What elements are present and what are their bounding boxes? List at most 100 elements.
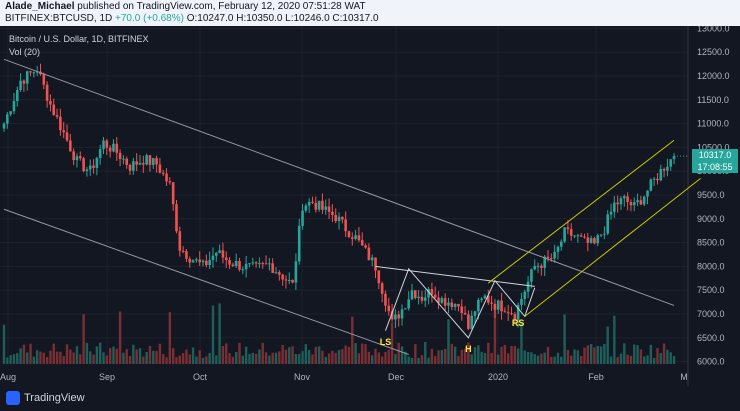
volume-bar [165,357,168,364]
candle-body [530,269,533,282]
candle-body [75,156,79,161]
y-tick-label: 13000.0 [697,26,730,33]
publish-line: Alade_Michael published on TradingView.c… [5,1,366,12]
tradingview-brand[interactable]: TradingView [6,391,85,405]
candle-body [566,227,570,230]
volume-bar [420,355,424,364]
volume-bar [188,354,191,364]
volume-bar [178,355,182,364]
volume-bar [218,303,221,364]
volume-bar [155,350,158,364]
volume-bar [606,326,609,364]
volume-bar [317,346,321,364]
volume-bar [672,356,676,364]
volume-bar [195,356,198,364]
volume-bar [503,344,507,364]
volume-bar [6,357,9,364]
candle-body [284,279,288,281]
volume-bar [437,350,440,364]
volume-bar [92,354,95,364]
volume-bar [251,352,254,364]
volume-bar [404,351,407,364]
candle-body [297,225,301,262]
candle-body [490,302,493,304]
candle-body [248,263,251,265]
volume-bar [553,356,556,364]
candle-body [417,296,420,298]
volume-bar [181,353,185,364]
volume-bar [470,354,473,364]
candle-body [274,272,278,274]
candle-body [453,303,457,307]
volume-bar [646,355,649,364]
candle-body [364,245,367,248]
candle-body [191,260,195,263]
candle-body [55,114,59,117]
volume-bar [407,356,410,364]
candle-body [105,140,109,148]
candle-body [473,311,477,316]
volume-bar [649,344,653,364]
candle-body [387,305,391,312]
candle-body [546,256,550,259]
volume-bar [506,353,510,364]
candle-body [151,158,155,165]
volume-bar [274,352,278,364]
candle-body [88,165,92,170]
x-tick-label: M [680,372,688,382]
volume-bar [370,355,374,364]
volume-bar [271,352,274,364]
candle-body [314,202,318,210]
candle-body [218,250,221,253]
volume-bar [460,349,463,364]
x-tick-label: Sep [99,372,115,382]
volume-bar [424,342,427,364]
candle-body [500,300,503,312]
candle-body [158,164,162,173]
candle-body [108,147,112,152]
candle-body [142,162,145,165]
candle-body [662,169,666,171]
published-text: published on TradingView.com, February 1… [77,1,366,12]
volume-bar [430,348,434,364]
candle-body [510,313,513,315]
candle-body [287,279,291,281]
candle-body [231,264,235,267]
candle-body [201,260,205,263]
candle-body [447,302,450,306]
candle-body [377,270,381,284]
chart-area[interactable]: 13000.0 12500.0 12000.0 11500.0 11000.0 10500… [0,23,740,386]
price-chart[interactable]: 13000.0 12500.0 12000.0 11500.0 11000.0 10500… [0,23,740,386]
candle-body [122,158,125,160]
candle-body [493,303,497,310]
candle-body [354,235,357,239]
candle-body [523,291,527,299]
volume-bar [347,346,351,364]
candle-body [2,123,6,129]
candle-body [251,262,255,264]
volume-bar [208,353,211,364]
volume-bar [228,353,231,364]
volume-bar [221,345,225,364]
volume-bar [132,344,135,364]
legend-title: Bitcoin / U.S. Dollar, 1D, BITFINEX [9,34,149,44]
volume-bar [467,342,470,364]
volume-bar [268,355,271,364]
author-name[interactable]: Alade_Michael [5,1,75,12]
volume-bar [453,346,457,364]
candle-body [337,216,341,222]
y-tick-label: 9500.0 [697,190,725,200]
volume-bar [427,357,430,364]
volume-bar [619,353,623,364]
y-tick-label: 12500.0 [697,47,730,57]
candle-body [125,158,129,165]
volume-bar [434,356,437,364]
candle-body [291,279,294,283]
volume-bar [128,356,132,364]
volume-bar [241,355,245,364]
candle-body [195,259,198,261]
candle-body [357,235,361,241]
volume-bar [596,345,599,364]
candle-body [593,238,596,244]
y-tick-label: 11000.0 [697,119,729,129]
